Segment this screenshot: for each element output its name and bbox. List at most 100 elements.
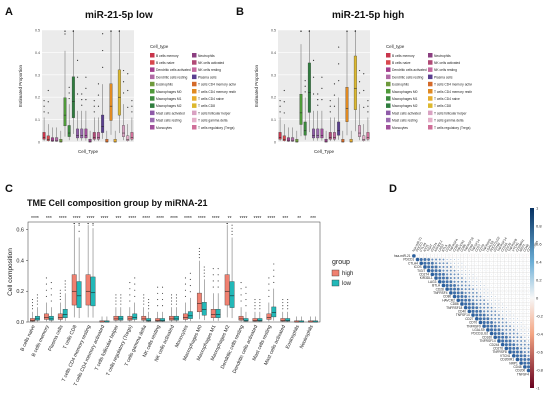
- correlation-dot: [509, 262, 511, 264]
- outlier-point: [259, 308, 261, 310]
- correlation-dot: [513, 292, 515, 294]
- correlation-dot: [526, 368, 531, 373]
- correlation-dot: [513, 296, 515, 297]
- correlation-dot: [428, 255, 429, 257]
- correlation-dot: [480, 281, 481, 283]
- correlation-dot: [498, 288, 500, 290]
- outlier-point: [161, 298, 164, 301]
- box-high-b-cells-memory: [44, 313, 49, 320]
- correlation-dot: [482, 313, 486, 317]
- correlation-dot: [498, 299, 500, 301]
- correlation-dot: [476, 274, 478, 275]
- outlier-point: [102, 66, 104, 68]
- correlation-dot: [516, 346, 519, 350]
- box-high-b-cells-naive: [30, 318, 35, 322]
- outlier-point: [259, 298, 261, 301]
- correlation-dot: [517, 307, 518, 308]
- box-neutrophils: [88, 139, 92, 143]
- outlier-point: [312, 59, 315, 62]
- outlier-point: [268, 283, 270, 285]
- correlation-dot: [460, 302, 464, 306]
- correlation-dot: [449, 269, 452, 272]
- correlation-dot: [468, 277, 470, 279]
- correlation-dot: [509, 274, 511, 275]
- outlier-point: [245, 298, 247, 301]
- legend-label: Dendritic cells activated: [156, 68, 191, 72]
- correlation-dot: [517, 311, 518, 312]
- y-axis-label: Estimated Proportion: [254, 64, 259, 107]
- correlation-dot: [512, 343, 516, 347]
- legend-label: T cells gamma delta: [198, 119, 228, 123]
- box-macrophages-m1: [303, 121, 307, 136]
- correlation-dot: [505, 321, 508, 324]
- outlier-point: [81, 99, 83, 101]
- correlation-dot: [412, 254, 416, 258]
- correlation-dot: [475, 313, 479, 317]
- outlier-point: [217, 280, 219, 282]
- correlation-dot: [423, 265, 427, 269]
- legend-label: Mast cells activated: [392, 111, 421, 115]
- legend-label-high: high: [342, 271, 353, 277]
- correlation-dot: [460, 295, 464, 299]
- correlation-dot: [449, 283, 453, 287]
- outlier-point: [64, 286, 66, 288]
- correlation-dot: [506, 255, 507, 257]
- correlation-dot: [516, 325, 519, 327]
- correlation-dot: [524, 336, 526, 338]
- legend-title: Cell_type: [386, 44, 405, 49]
- correlation-dot: [523, 361, 527, 365]
- correlation-dot: [437, 279, 442, 284]
- box-t-cells-follicular-helper: [358, 125, 361, 137]
- outlier-point: [367, 111, 369, 113]
- correlation-dot: [517, 255, 518, 257]
- correlation-dot: [468, 284, 471, 287]
- correlation-dot: [476, 255, 478, 257]
- row-label: TNFRSF18: [446, 306, 462, 310]
- correlation-dot: [527, 358, 530, 361]
- legend-swatch: [150, 96, 155, 101]
- box-low-macrophages-m0: [201, 302, 207, 316]
- correlation-dot: [513, 318, 515, 320]
- correlation-dot: [483, 310, 486, 313]
- correlation-dot: [487, 255, 489, 257]
- row-label: TNFRSF9: [466, 324, 481, 328]
- legend-label: B cells naive: [156, 61, 175, 65]
- outlier-point: [203, 266, 205, 268]
- outlier-point: [129, 288, 131, 290]
- correlation-dot: [453, 269, 456, 272]
- box-macrophages-m0: [63, 97, 67, 127]
- correlation-dot: [528, 288, 529, 290]
- correlation-dot: [524, 296, 526, 297]
- correlation-dot: [483, 274, 485, 275]
- correlation-dot: [520, 307, 522, 308]
- correlation-dot: [453, 287, 457, 291]
- legend-swatch: [192, 110, 197, 116]
- correlation-dot: [494, 262, 496, 264]
- outlier-point: [329, 105, 331, 107]
- correlation-dot: [486, 313, 489, 317]
- correlation-dot: [472, 284, 474, 287]
- correlation-dot: [517, 281, 518, 283]
- correlation-dot: [457, 266, 459, 268]
- correlation-dot: [519, 354, 523, 358]
- legend-swatch: [150, 81, 155, 87]
- correlation-dot: [468, 273, 470, 275]
- outlier-point: [203, 272, 205, 274]
- outlier-point: [92, 224, 94, 226]
- box-high-macrophages-m1: [210, 309, 216, 318]
- correlation-dot: [494, 281, 496, 283]
- correlation-dot: [506, 303, 507, 305]
- significance-label: ****: [59, 216, 67, 222]
- correlation-dot: [517, 285, 518, 286]
- correlation-dot: [471, 299, 475, 302]
- significance-label: ****: [87, 216, 95, 222]
- correlation-dot: [434, 272, 438, 276]
- outlier-point: [338, 80, 340, 82]
- box-low-monocytes: [187, 311, 193, 319]
- correlation-dot: [513, 288, 515, 290]
- outlier-point: [287, 305, 289, 307]
- correlation-dot: [527, 361, 531, 365]
- legend-label: Macrophages M0: [392, 90, 418, 94]
- correlation-dot: [506, 281, 507, 283]
- correlation-dot: [474, 316, 479, 321]
